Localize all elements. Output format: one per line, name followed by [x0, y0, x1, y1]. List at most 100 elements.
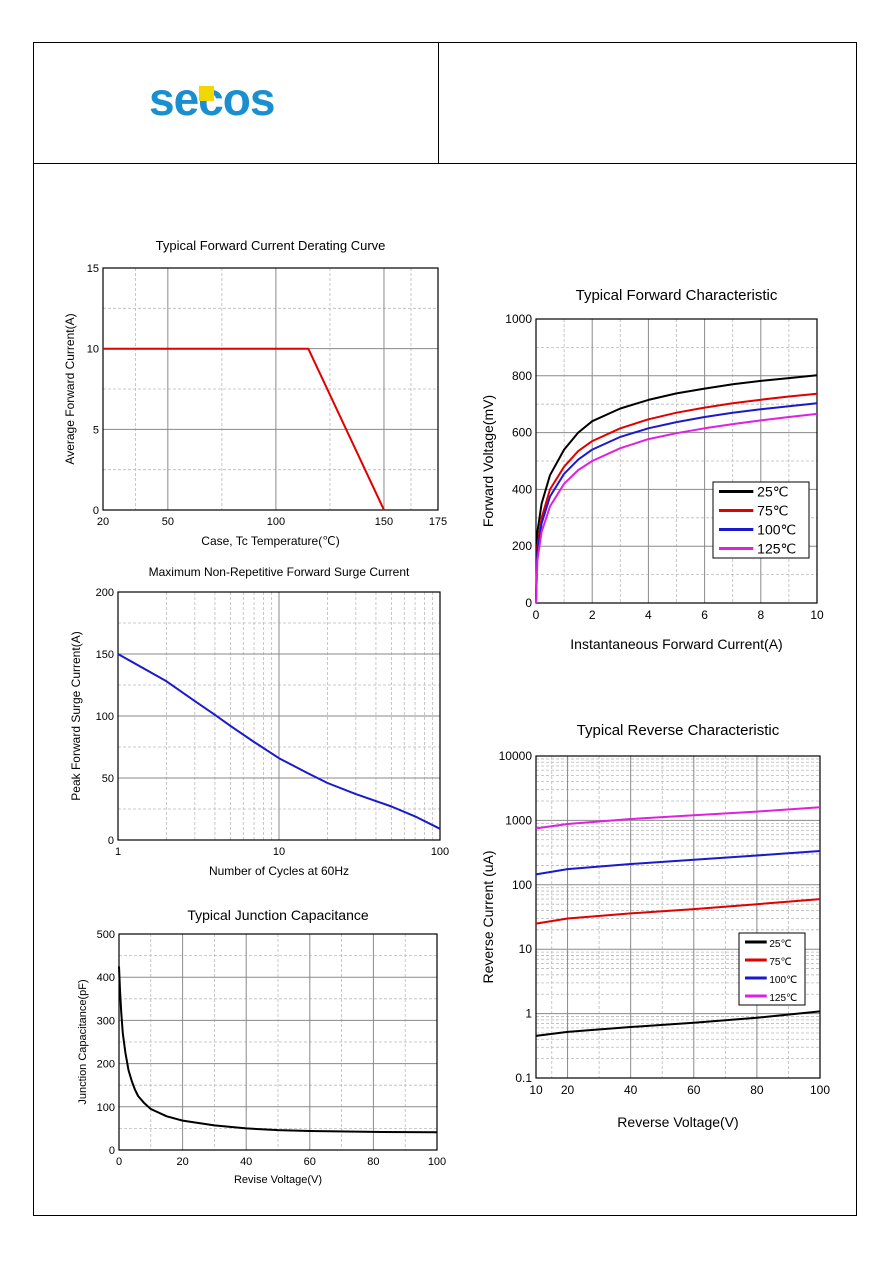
- x-tick-label: 60: [304, 1156, 316, 1168]
- x-axis-label: Case, Tc Temperature(℃): [201, 534, 339, 548]
- y-tick-label: 1000: [505, 813, 532, 827]
- plot-area: [117, 591, 441, 841]
- x-tick-label: 100: [431, 846, 449, 858]
- y-tick-label: 500: [97, 929, 115, 941]
- header-column-divider: [438, 42, 439, 164]
- y-tick-label: 200: [512, 539, 532, 553]
- series-line-75℃: [535, 392, 818, 604]
- x-tick-label: 100: [428, 1156, 446, 1168]
- x-tick-label: 40: [240, 1156, 252, 1168]
- x-tick-label: 150: [375, 516, 393, 528]
- x-tick-label: 100: [267, 516, 285, 528]
- x-axis-label: Instantaneous Forward Current(A): [570, 636, 782, 652]
- y-tick-label: 50: [102, 773, 114, 785]
- legend-label: 25℃: [757, 484, 788, 500]
- legend-label: 100℃: [769, 975, 797, 986]
- series-group: [535, 374, 818, 604]
- x-axis-label: Reverse Voltage(V): [617, 1114, 738, 1130]
- series-group: [117, 653, 441, 830]
- legend: 25℃ 75℃ 100℃ 125℃: [712, 481, 810, 559]
- x-axis-label: Revise Voltage(V): [234, 1174, 322, 1186]
- series-line-100℃: [535, 402, 818, 604]
- y-tick-label: 600: [512, 426, 532, 440]
- chart-title: Typical Forward Characteristic: [576, 287, 778, 304]
- plot-area: [118, 933, 438, 1151]
- series-line-75℃: [535, 898, 821, 925]
- series-group: [535, 806, 821, 1037]
- series-line-0: [103, 347, 385, 511]
- y-tick-label: 400: [97, 972, 115, 984]
- legend-box: [738, 932, 806, 1006]
- page-frame: [33, 42, 857, 1216]
- legend-label: 25℃: [769, 939, 791, 950]
- series-group: [103, 347, 385, 511]
- grid: [117, 591, 441, 841]
- x-tick-label: 8: [757, 608, 764, 622]
- y-tick-label: 0.1: [515, 1071, 532, 1085]
- plot-area: [535, 755, 821, 1079]
- chart-title: Typical Forward Current Derating Curve: [156, 238, 386, 253]
- y-tick-label: 10000: [499, 749, 533, 763]
- x-tick-label: 20: [561, 1083, 575, 1097]
- x-tick-label: 80: [750, 1083, 764, 1097]
- y-axis-label: Peak Forward Surge Current(A): [69, 631, 83, 800]
- chart-title: Typical Reverse Characteristic: [577, 722, 780, 739]
- forward-characteristic-chart: 0 2 4 6 8 10 0 200 400 600 800 1000 Typical Forward …: [480, 287, 824, 652]
- y-tick-label: 100: [96, 711, 114, 723]
- x-tick-label: 10: [529, 1083, 543, 1097]
- x-tick-label: 1: [115, 846, 121, 858]
- legend-label: 125℃: [769, 993, 797, 1004]
- x-tick-label: 175: [429, 516, 447, 528]
- x-axis-label: Number of Cycles at 60Hz: [209, 864, 349, 878]
- plot-area: [535, 318, 818, 604]
- y-tick-label: 800: [512, 369, 532, 383]
- series-line-25℃: [535, 374, 818, 604]
- surge-current-chart: 1 10 100 0 50 100 150 200 Maximum Non-Repetitive…: [69, 565, 449, 878]
- y-axis-label: Junction Capacitance(pF): [77, 979, 89, 1104]
- series-line-100℃: [535, 850, 821, 876]
- legend: 25℃ 75℃ 100℃ 125℃: [738, 932, 806, 1006]
- y-axis-label: Average Forward Current(A): [63, 313, 77, 464]
- legend-box: [712, 481, 810, 559]
- series-line-0: [117, 653, 441, 830]
- x-tick-label: 10: [810, 608, 824, 622]
- series-line-125℃: [535, 806, 821, 830]
- grid: [102, 267, 439, 511]
- x-tick-label: 0: [533, 608, 540, 622]
- series-group: [118, 966, 438, 1134]
- y-tick-label: 100: [97, 1102, 115, 1114]
- y-tick-label: 0: [108, 835, 114, 847]
- y-tick-label: 15: [87, 263, 99, 275]
- chart-title: Maximum Non-Repetitive Forward Surge Cur…: [149, 565, 410, 579]
- y-tick-label: 100: [512, 878, 532, 892]
- y-tick-label: 5: [93, 424, 99, 436]
- legend-label: 125℃: [757, 541, 796, 557]
- grid: [118, 933, 438, 1151]
- x-tick-label: 40: [624, 1083, 638, 1097]
- y-tick-label: 200: [96, 587, 114, 599]
- y-tick-label: 300: [97, 1015, 115, 1027]
- header-divider: [33, 163, 857, 164]
- x-tick-label: 60: [687, 1083, 701, 1097]
- x-tick-label: 10: [273, 846, 285, 858]
- y-axis-label: Forward Voltage(mV): [480, 395, 496, 527]
- x-tick-label: 50: [162, 516, 174, 528]
- x-tick-label: 6: [701, 608, 708, 622]
- y-tick-label: 0: [109, 1145, 115, 1157]
- x-tick-label: 20: [97, 516, 109, 528]
- legend-label: 100℃: [757, 522, 796, 538]
- x-tick-label: 4: [645, 608, 652, 622]
- series-line-125℃: [535, 412, 818, 604]
- secos-logo: secos: [149, 80, 275, 122]
- series-line-25℃: [535, 1010, 821, 1037]
- y-tick-label: 200: [97, 1059, 115, 1071]
- y-tick-label: 0: [525, 596, 532, 610]
- chart-title: Typical Junction Capacitance: [187, 907, 369, 923]
- series-line-0: [118, 966, 438, 1134]
- y-tick-label: 10: [87, 344, 99, 356]
- x-tick-label: 2: [589, 608, 596, 622]
- legend-label: 75℃: [769, 957, 791, 968]
- x-tick-label: 100: [810, 1083, 830, 1097]
- x-tick-label: 0: [116, 1156, 122, 1168]
- junction-capacitance-chart: 0 20 40 60 80 100 0 100 200 300 400 500 Typical Junc…: [77, 907, 446, 1186]
